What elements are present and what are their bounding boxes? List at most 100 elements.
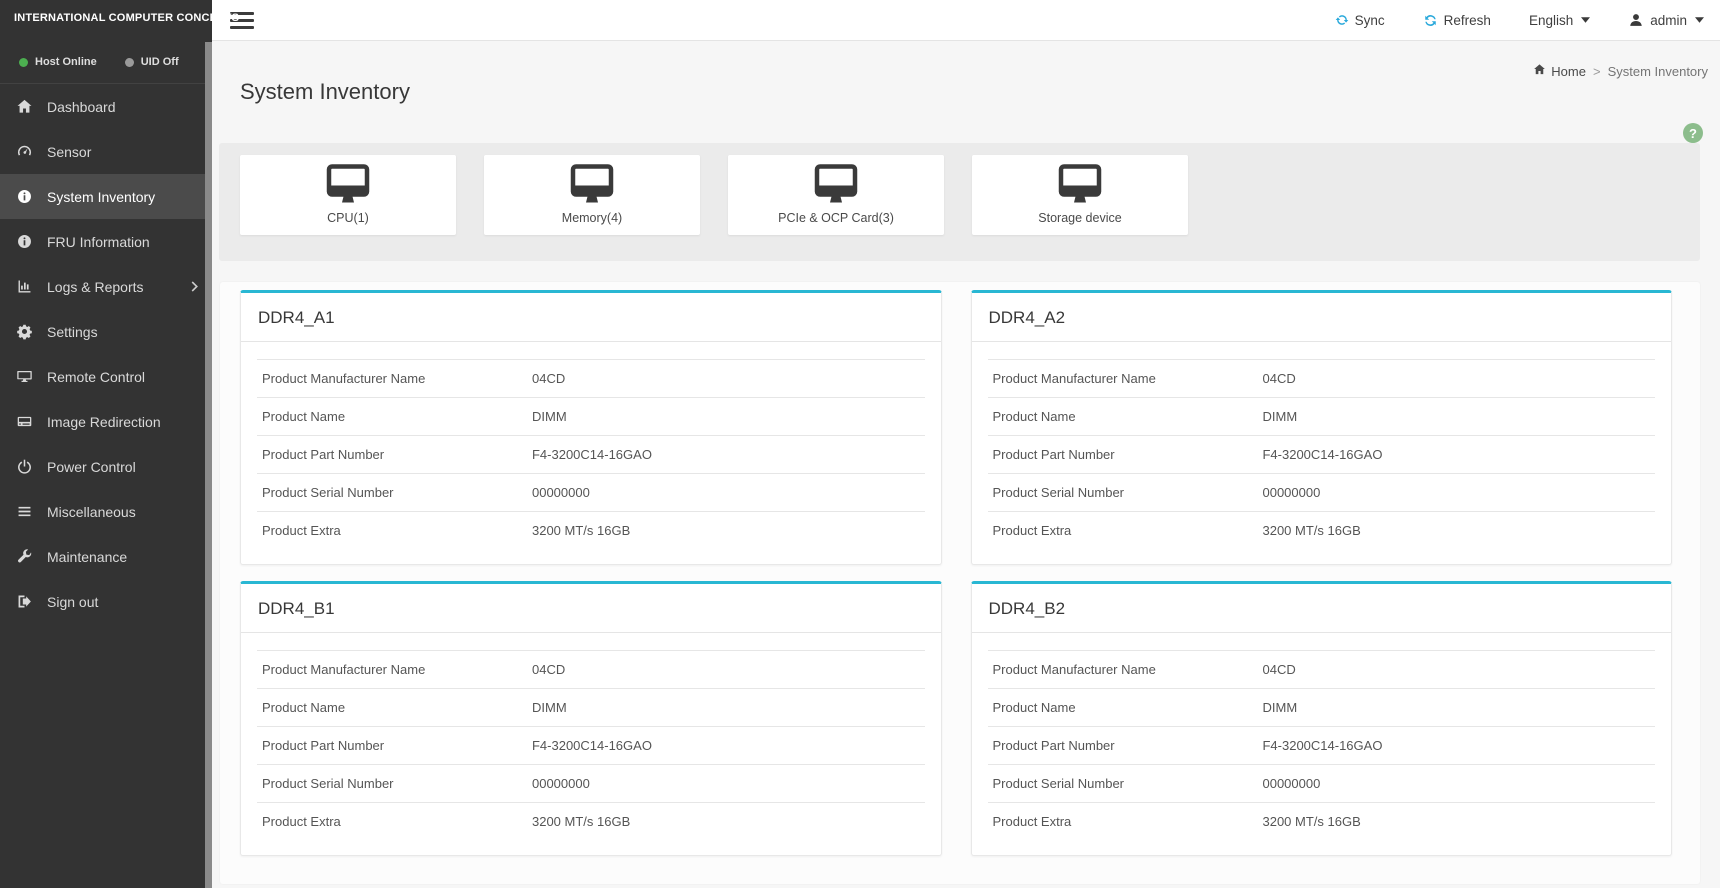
caret-down-icon — [1581, 17, 1591, 23]
table-row: Product Extra 3200 MT/s 16GB — [257, 511, 925, 549]
divider — [971, 632, 1671, 633]
sidebar-item-power-control[interactable]: Power Control — [0, 444, 212, 489]
refresh-icon — [1423, 13, 1438, 28]
uid-status-label: UID Off — [140, 56, 179, 68]
dimm-detail-table: Product Manufacturer Name 04CD Product N… — [987, 359, 1655, 549]
card-title: DDR4_A2 — [988, 308, 1066, 327]
table-row: Product Serial Number 00000000 — [257, 764, 925, 802]
breadcrumb-home-link[interactable]: Home — [1533, 63, 1586, 79]
breadcrumb-home-label: Home — [1551, 63, 1586, 79]
tab-storage-device[interactable]: Storage device — [972, 155, 1188, 235]
sidebar-item-sign-out[interactable]: Sign out — [0, 579, 212, 624]
tab-label: Memory(4) — [561, 211, 623, 225]
sidebar-item-sensor[interactable]: Sensor — [0, 129, 212, 174]
top-bar: Sync Refresh English admin — [212, 0, 1720, 41]
user-label: admin — [1650, 12, 1687, 28]
sidebar-item-system-inventory[interactable]: System Inventory — [0, 174, 212, 219]
host-online-dot-icon — [19, 57, 28, 67]
user-icon — [1628, 12, 1644, 28]
divider — [241, 341, 941, 342]
memory-card-ddr4-a2: DDR4_A2 Product Manufacturer Name 04CD P… — [970, 290, 1672, 565]
divider — [971, 341, 1671, 342]
table-row: Product Name DIMM — [987, 688, 1655, 726]
sidebar-item-label: System Inventory — [47, 188, 156, 205]
card-title: DDR4_A1 — [258, 308, 335, 327]
brand-title: INTERNATIONAL COMPUTER CONCEPTS — [14, 12, 240, 24]
sidebar-menu: Dashboard Sensor System Inventory FRU In… — [0, 83, 212, 624]
dimm-detail-table: Product Manufacturer Name 04CD Product N… — [257, 359, 925, 549]
scrollbar-thumb[interactable] — [205, 42, 212, 888]
host-status-row: Host Online UID Off — [19, 56, 212, 68]
table-row: Product Extra 3200 MT/s 16GB — [257, 802, 925, 840]
table-row: Product Extra 3200 MT/s 16GB — [987, 511, 1655, 549]
refresh-button[interactable]: Refresh — [1423, 13, 1491, 28]
chevron-right-icon — [191, 281, 198, 292]
tab-memory[interactable]: Memory(4) — [484, 155, 700, 235]
info-circle-icon — [15, 188, 33, 205]
sidebar-item-label: Dashboard — [47, 98, 116, 115]
home-icon — [15, 98, 33, 115]
table-row: Product Part Number F4-3200C14-16GAO — [987, 435, 1655, 473]
memory-card-ddr4-b2: DDR4_B2 Product Manufacturer Name 04CD P… — [970, 581, 1672, 856]
sync-icon — [1335, 13, 1349, 27]
info-circle-icon — [15, 233, 33, 250]
sidebar-item-logs-reports[interactable]: Logs & Reports — [0, 264, 212, 309]
menu-toggle-button[interactable] — [230, 11, 254, 29]
tab-label: PCIe & OCP Card(3) — [778, 211, 894, 225]
bars-icon — [15, 503, 33, 520]
bar-chart-icon — [15, 278, 33, 295]
table-row: Product Serial Number 00000000 — [257, 473, 925, 511]
sidebar-item-maintenance[interactable]: Maintenance — [0, 534, 212, 579]
help-icon[interactable]: ? — [1683, 123, 1703, 143]
power-icon — [15, 458, 33, 475]
sidebar-item-image-redirection[interactable]: Image Redirection — [0, 399, 212, 444]
tab-cpu[interactable]: CPU(1) — [240, 155, 456, 235]
table-row: Product Part Number F4-3200C14-16GAO — [257, 726, 925, 764]
sidebar-item-fru-information[interactable]: FRU Information — [0, 219, 212, 264]
table-row: Product Manufacturer Name 04CD — [257, 650, 925, 688]
monitor-icon — [325, 160, 371, 208]
memory-card-ddr4-b1: DDR4_B1 Product Manufacturer Name 04CD P… — [240, 581, 942, 856]
language-label: English — [1528, 12, 1574, 28]
host-status: Host Online — [19, 56, 97, 68]
divider — [241, 632, 941, 633]
sidebar-item-miscellaneous[interactable]: Miscellaneous — [0, 489, 212, 534]
sidebar: INTERNATIONAL COMPUTER CONCEPTS Host Onl… — [0, 0, 240, 888]
tab-label: CPU(1) — [327, 211, 369, 225]
sidebar-item-label: Power Control — [47, 458, 136, 475]
sidebar-item-label: Miscellaneous — [47, 503, 136, 520]
dimm-detail-table: Product Manufacturer Name 04CD Product N… — [257, 650, 925, 840]
table-row: Product Extra 3200 MT/s 16GB — [987, 802, 1655, 840]
home-icon — [1533, 63, 1546, 79]
tab-pcie-ocp-card[interactable]: PCIe & OCP Card(3) — [728, 155, 944, 235]
sidebar-item-settings[interactable]: Settings — [0, 309, 212, 354]
breadcrumb: Home > System Inventory — [1533, 63, 1710, 79]
uid-status: UID Off — [124, 56, 179, 68]
table-row: Product Serial Number 00000000 — [987, 473, 1655, 511]
sidebar-item-remote-control[interactable]: Remote Control — [0, 354, 212, 399]
sidebar-scrollbar[interactable] — [205, 0, 212, 888]
monitor-icon — [1057, 160, 1103, 208]
sync-button[interactable]: Sync — [1335, 13, 1385, 28]
refresh-label: Refresh — [1443, 12, 1491, 28]
table-row: Product Manufacturer Name 04CD — [257, 359, 925, 397]
page-title: System Inventory — [240, 79, 410, 104]
table-row: Product Part Number F4-3200C14-16GAO — [257, 435, 925, 473]
table-row: Product Name DIMM — [987, 397, 1655, 435]
sidebar-item-dashboard[interactable]: Dashboard — [0, 84, 212, 129]
host-status-label: Host Online — [35, 56, 97, 68]
user-menu[interactable]: admin — [1628, 12, 1704, 28]
monitor-icon — [15, 368, 33, 385]
language-dropdown[interactable]: English — [1528, 12, 1591, 28]
table-row: Product Part Number F4-3200C14-16GAO — [987, 726, 1655, 764]
breadcrumb-separator: > — [1592, 63, 1601, 79]
card-title: DDR4_B2 — [988, 599, 1066, 618]
gear-icon — [15, 323, 33, 340]
sidebar-item-label: Settings — [47, 323, 98, 340]
caret-down-icon — [1695, 17, 1704, 23]
monitor-icon — [569, 160, 615, 208]
memory-panel: DDR4_A1 Product Manufacturer Name 04CD P… — [220, 282, 1700, 884]
table-row: Product Manufacturer Name 04CD — [987, 650, 1655, 688]
sidebar-item-label: Sensor — [47, 143, 92, 160]
sidebar-item-label: Image Redirection — [47, 413, 161, 430]
